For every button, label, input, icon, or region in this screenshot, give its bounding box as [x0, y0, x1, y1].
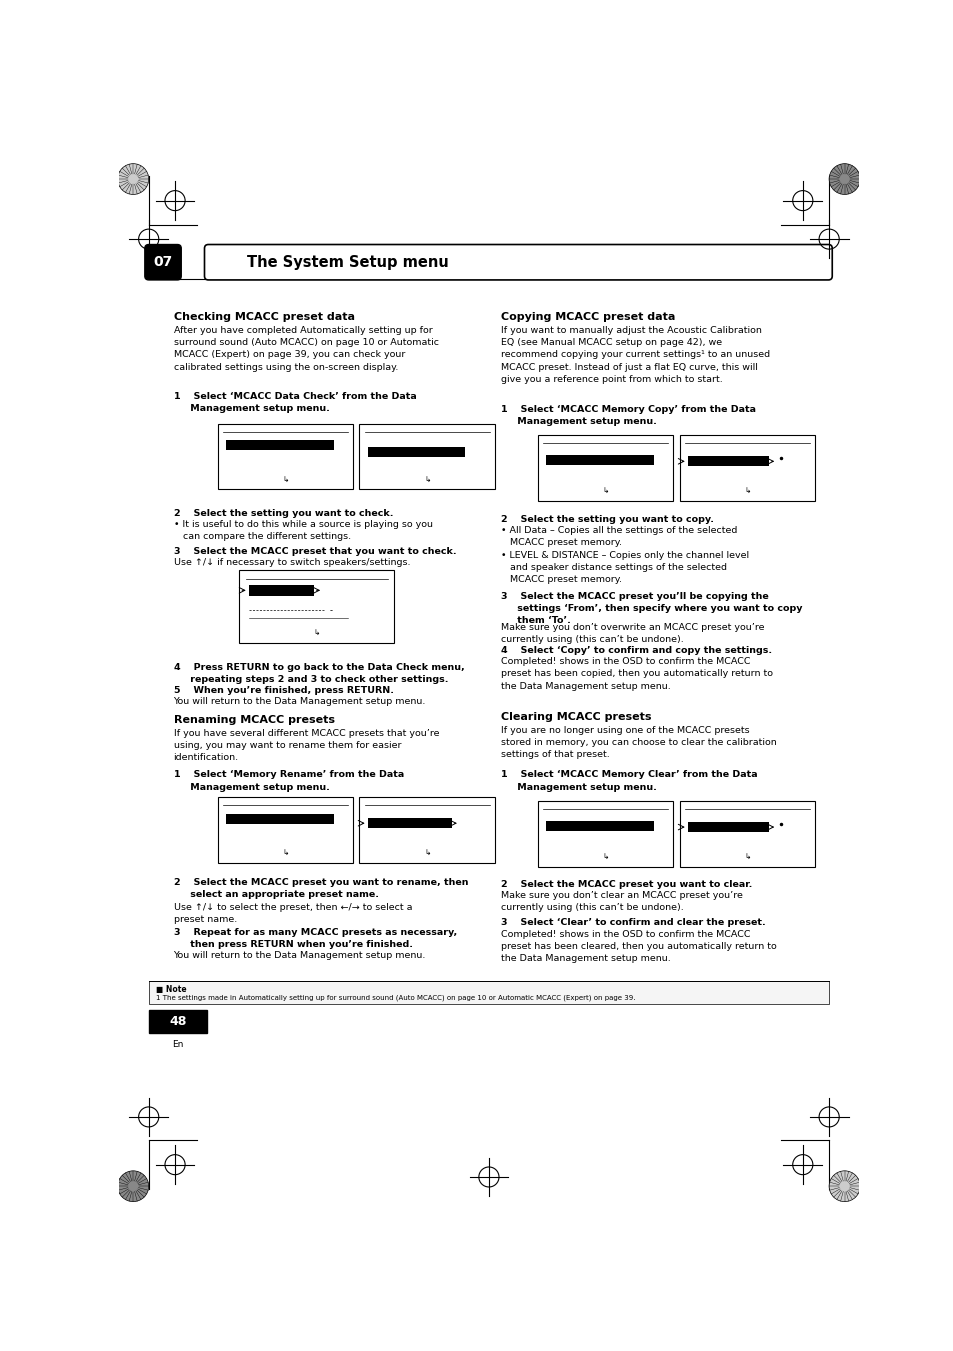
Text: You will return to the Data Management setup menu.: You will return to the Data Management s… — [173, 697, 425, 705]
Text: Copying MCACC preset data: Copying MCACC preset data — [500, 312, 674, 323]
Bar — [679, 435, 815, 501]
Text: If you are no longer using one of the MCACC presets
stored in memory, you can ch: If you are no longer using one of the MC… — [500, 725, 776, 759]
Text: -: - — [329, 607, 332, 615]
Circle shape — [828, 163, 860, 195]
Text: 3    Select the MCACC preset that you want to check.: 3 Select the MCACC preset that you want … — [173, 547, 456, 557]
Bar — [359, 797, 495, 863]
Bar — [537, 801, 673, 867]
Text: 3    Select ‘Clear’ to confirm and clear the preset.: 3 Select ‘Clear’ to confirm and clear th… — [500, 919, 764, 927]
Text: 07: 07 — [153, 255, 172, 269]
Text: 2    Select the MCACC preset you want to clear.: 2 Select the MCACC preset you want to cl… — [500, 880, 751, 889]
Text: If you have several different MCACC presets that you’re
using, you may want to r: If you have several different MCACC pres… — [173, 728, 438, 762]
Bar — [679, 801, 815, 867]
Bar — [217, 424, 353, 489]
Text: You will return to the Data Management setup menu.: You will return to the Data Management s… — [173, 951, 425, 961]
Text: ↳: ↳ — [314, 630, 319, 638]
Text: 2    Select the setting you want to check.: 2 Select the setting you want to check. — [173, 508, 393, 517]
Text: ↳: ↳ — [424, 476, 430, 485]
Text: 48: 48 — [170, 1015, 187, 1028]
Text: 3    Repeat for as many MCACC presets as necessary,
     then press RETURN when : 3 Repeat for as many MCACC presets as ne… — [173, 928, 456, 950]
Text: Renaming MCACC presets: Renaming MCACC presets — [173, 715, 335, 725]
Text: The System Setup menu: The System Setup menu — [247, 255, 449, 270]
Text: Completed! shows in the OSD to confirm the MCACC
preset has been cleared, then y: Completed! shows in the OSD to confirm t… — [500, 929, 776, 963]
Text: • It is useful to do this while a source is playing so you
   can compare the di: • It is useful to do this while a source… — [173, 520, 432, 542]
Bar — [226, 813, 334, 824]
Text: ■ Note: ■ Note — [156, 985, 187, 993]
Text: After you have completed Automatically setting up for
surround sound (Auto MCACC: After you have completed Automatically s… — [173, 326, 438, 372]
Bar — [545, 821, 654, 831]
Bar — [149, 981, 828, 1004]
Bar — [367, 819, 452, 828]
Circle shape — [117, 163, 149, 195]
Circle shape — [117, 1171, 149, 1201]
Text: 3    Select the MCACC preset you’ll be copying the
     settings ‘From’, then sp: 3 Select the MCACC preset you’ll be copy… — [500, 592, 801, 626]
Bar — [545, 455, 654, 465]
Text: Use ↑/↓ if necessary to switch speakers/settings.: Use ↑/↓ if necessary to switch speakers/… — [173, 558, 410, 567]
Bar — [249, 585, 314, 596]
Text: 1    Select ‘Memory Rename’ from the Data
     Management setup menu.: 1 Select ‘Memory Rename’ from the Data M… — [173, 770, 403, 792]
Text: 1    Select ‘MCACC Memory Copy’ from the Data
     Management setup menu.: 1 Select ‘MCACC Memory Copy’ from the Da… — [500, 405, 755, 426]
Text: 5    When you’re finished, press RETURN.: 5 When you’re finished, press RETURN. — [173, 686, 393, 694]
Bar — [226, 440, 334, 450]
Bar — [239, 570, 394, 643]
Text: Make sure you don’t overwrite an MCACC preset you’re
currently using (this can’t: Make sure you don’t overwrite an MCACC p… — [500, 623, 763, 643]
Bar — [687, 457, 768, 466]
Text: 1 The settings made in Automatically setting up for surround sound (Auto MCACC) : 1 The settings made in Automatically set… — [156, 994, 636, 1001]
Text: Completed! shows in the OSD to confirm the MCACC
preset has been copied, then yo: Completed! shows in the OSD to confirm t… — [500, 657, 772, 690]
Text: Use ↑/↓ to select the preset, then ←/→ to select a
preset name.: Use ↑/↓ to select the preset, then ←/→ t… — [173, 902, 412, 924]
Text: 1    Select ‘MCACC Data Check’ from the Data
     Management setup menu.: 1 Select ‘MCACC Data Check’ from the Dat… — [173, 392, 416, 412]
Bar — [149, 1011, 207, 1034]
Text: 2    Select the MCACC preset you want to rename, then
     select an appropriate: 2 Select the MCACC preset you want to re… — [173, 878, 468, 900]
Text: ↳: ↳ — [601, 488, 608, 496]
Bar — [217, 797, 353, 863]
Text: • All Data – Copies all the settings of the selected
   MCACC preset memory.
• L: • All Data – Copies all the settings of … — [500, 527, 748, 584]
Text: ↳: ↳ — [743, 852, 750, 862]
Text: ↳: ↳ — [282, 476, 289, 485]
Text: Make sure you don’t clear an MCACC preset you’re
currently using (this can’t be : Make sure you don’t clear an MCACC prese… — [500, 892, 741, 912]
Text: ↳: ↳ — [282, 850, 289, 858]
Text: ↳: ↳ — [743, 488, 750, 496]
Text: Checking MCACC preset data: Checking MCACC preset data — [173, 312, 355, 323]
Text: 4    Press RETURN to go back to the Data Check menu,
     repeating steps 2 and : 4 Press RETURN to go back to the Data Ch… — [173, 662, 464, 684]
Text: ↳: ↳ — [601, 852, 608, 862]
Text: Clearing MCACC presets: Clearing MCACC presets — [500, 712, 650, 721]
Bar — [367, 447, 465, 457]
Text: 4    Select ‘Copy’ to confirm and copy the settings.: 4 Select ‘Copy’ to confirm and copy the … — [500, 646, 771, 655]
FancyBboxPatch shape — [145, 245, 181, 280]
Bar — [537, 435, 673, 501]
Text: ↳: ↳ — [424, 850, 430, 858]
Text: 1    Select ‘MCACC Memory Clear’ from the Data
     Management setup menu.: 1 Select ‘MCACC Memory Clear’ from the D… — [500, 770, 757, 792]
Bar — [687, 823, 768, 832]
Text: 2    Select the setting you want to copy.: 2 Select the setting you want to copy. — [500, 515, 713, 524]
Bar — [359, 424, 495, 489]
Text: If you want to manually adjust the Acoustic Calibration
EQ (see Manual MCACC set: If you want to manually adjust the Acous… — [500, 326, 769, 384]
Circle shape — [828, 1171, 860, 1201]
Text: En: En — [172, 1040, 184, 1048]
FancyBboxPatch shape — [204, 245, 831, 280]
